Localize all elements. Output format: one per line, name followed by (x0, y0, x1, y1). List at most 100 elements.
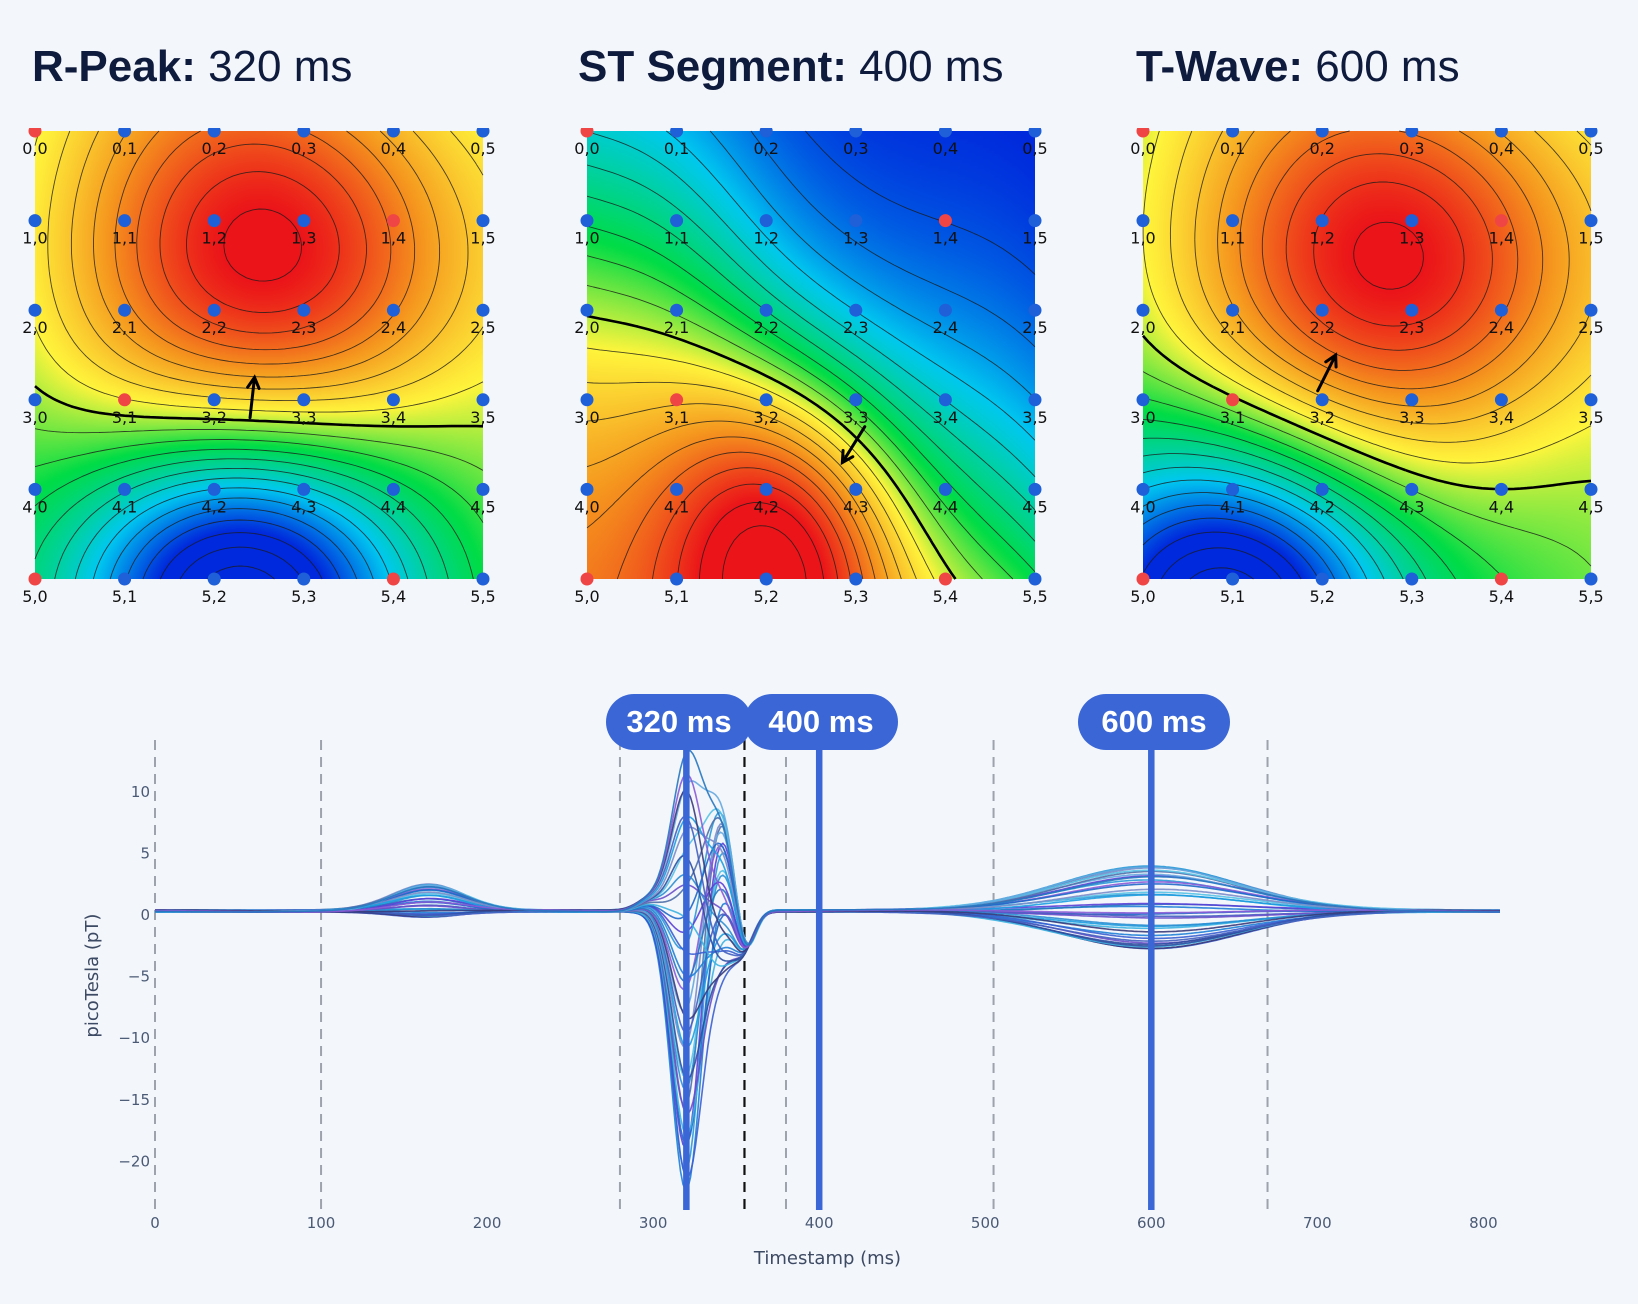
sensor-dot[interactable] (297, 572, 311, 586)
sensor-dot[interactable] (386, 482, 400, 496)
sensor-dot[interactable] (476, 482, 490, 496)
sensor-dot[interactable] (1226, 303, 1240, 317)
sensor-dot[interactable] (1028, 482, 1042, 496)
sensor-dot[interactable] (1226, 393, 1240, 407)
sensor-dot[interactable] (580, 572, 594, 586)
sensor-dot[interactable] (1136, 303, 1150, 317)
sensor-dot[interactable] (938, 303, 952, 317)
sensor-dot[interactable] (670, 572, 684, 586)
sensor-dot[interactable] (1226, 214, 1240, 228)
sensor-dot[interactable] (580, 303, 594, 317)
sensor-dot[interactable] (1028, 214, 1042, 228)
sensor-dot[interactable] (386, 214, 400, 228)
sensor-dot[interactable] (759, 572, 773, 586)
sensor-dot[interactable] (849, 128, 863, 138)
sensor-dot[interactable] (297, 303, 311, 317)
sensor-dot[interactable] (476, 303, 490, 317)
sensor-dot[interactable] (1584, 303, 1598, 317)
sensor-dot[interactable] (1136, 572, 1150, 586)
sensor-dot[interactable] (1584, 572, 1598, 586)
sensor-dot[interactable] (1494, 303, 1508, 317)
sensor-dot[interactable] (938, 128, 952, 138)
sensor-dot[interactable] (938, 572, 952, 586)
marker-tag-320[interactable]: 320 ms (606, 694, 752, 750)
sensor-dot[interactable] (1405, 393, 1419, 407)
sensor-dot[interactable] (670, 393, 684, 407)
sensor-dot[interactable] (118, 303, 132, 317)
sensor-dot[interactable] (1315, 482, 1329, 496)
sensor-dot[interactable] (118, 214, 132, 228)
sensor-dot[interactable] (28, 482, 42, 496)
sensor-dot[interactable] (297, 393, 311, 407)
sensor-dot[interactable] (386, 393, 400, 407)
sensor-dot[interactable] (580, 482, 594, 496)
sensor-dot[interactable] (1226, 572, 1240, 586)
sensor-dot[interactable] (118, 482, 132, 496)
sensor-dot[interactable] (207, 482, 221, 496)
sensor-dot[interactable] (1405, 303, 1419, 317)
marker-tag-400[interactable]: 400 ms (744, 694, 898, 750)
sensor-dot[interactable] (938, 482, 952, 496)
sensor-dot[interactable] (1405, 128, 1419, 138)
sensor-dot[interactable] (938, 393, 952, 407)
sensor-dot[interactable] (1136, 214, 1150, 228)
sensor-dot[interactable] (28, 572, 42, 586)
sensor-dot[interactable] (1584, 482, 1598, 496)
sensor-dot[interactable] (1028, 128, 1042, 138)
sensor-dot[interactable] (1315, 572, 1329, 586)
sensor-dot[interactable] (476, 572, 490, 586)
sensor-dot[interactable] (1405, 572, 1419, 586)
sensor-dot[interactable] (1494, 393, 1508, 407)
sensor-dot[interactable] (1226, 128, 1240, 138)
sensor-dot[interactable] (1315, 393, 1329, 407)
sensor-dot[interactable] (1494, 482, 1508, 496)
sensor-dot[interactable] (1494, 128, 1508, 138)
sensor-dot[interactable] (849, 303, 863, 317)
sensor-dot[interactable] (1028, 303, 1042, 317)
sensor-dot[interactable] (28, 128, 42, 138)
sensor-dot[interactable] (386, 128, 400, 138)
sensor-dot[interactable] (1028, 393, 1042, 407)
sensor-dot[interactable] (1405, 482, 1419, 496)
sensor-dot[interactable] (849, 214, 863, 228)
sensor-dot[interactable] (386, 572, 400, 586)
sensor-dot[interactable] (1226, 482, 1240, 496)
sensor-dot[interactable] (1584, 214, 1598, 228)
sensor-dot[interactable] (297, 482, 311, 496)
sensor-dot[interactable] (759, 482, 773, 496)
sensor-dot[interactable] (759, 214, 773, 228)
sensor-dot[interactable] (938, 214, 952, 228)
sensor-dot[interactable] (1315, 303, 1329, 317)
sensor-dot[interactable] (297, 214, 311, 228)
sensor-dot[interactable] (670, 482, 684, 496)
sensor-dot[interactable] (476, 214, 490, 228)
sensor-dot[interactable] (207, 393, 221, 407)
sensor-dot[interactable] (1315, 128, 1329, 138)
sensor-dot[interactable] (28, 393, 42, 407)
sensor-dot[interactable] (476, 393, 490, 407)
sensor-dot[interactable] (849, 572, 863, 586)
sensor-dot[interactable] (670, 214, 684, 228)
marker-tag-600[interactable]: 600 ms (1078, 694, 1230, 750)
sensor-dot[interactable] (1494, 572, 1508, 586)
sensor-dot[interactable] (759, 303, 773, 317)
sensor-dot[interactable] (670, 128, 684, 138)
sensor-dot[interactable] (1136, 482, 1150, 496)
sensor-dot[interactable] (580, 393, 594, 407)
sensor-dot[interactable] (28, 303, 42, 317)
sensor-dot[interactable] (207, 214, 221, 228)
sensor-dot[interactable] (849, 393, 863, 407)
sensor-dot[interactable] (580, 128, 594, 138)
sensor-dot[interactable] (1136, 393, 1150, 407)
sensor-dot[interactable] (1405, 214, 1419, 228)
sensor-dot[interactable] (297, 128, 311, 138)
sensor-dot[interactable] (28, 214, 42, 228)
sensor-dot[interactable] (118, 572, 132, 586)
sensor-dot[interactable] (1494, 214, 1508, 228)
sensor-dot[interactable] (759, 393, 773, 407)
sensor-dot[interactable] (1136, 128, 1150, 138)
sensor-dot[interactable] (1584, 128, 1598, 138)
sensor-dot[interactable] (118, 393, 132, 407)
sensor-dot[interactable] (207, 128, 221, 138)
sensor-dot[interactable] (1315, 214, 1329, 228)
